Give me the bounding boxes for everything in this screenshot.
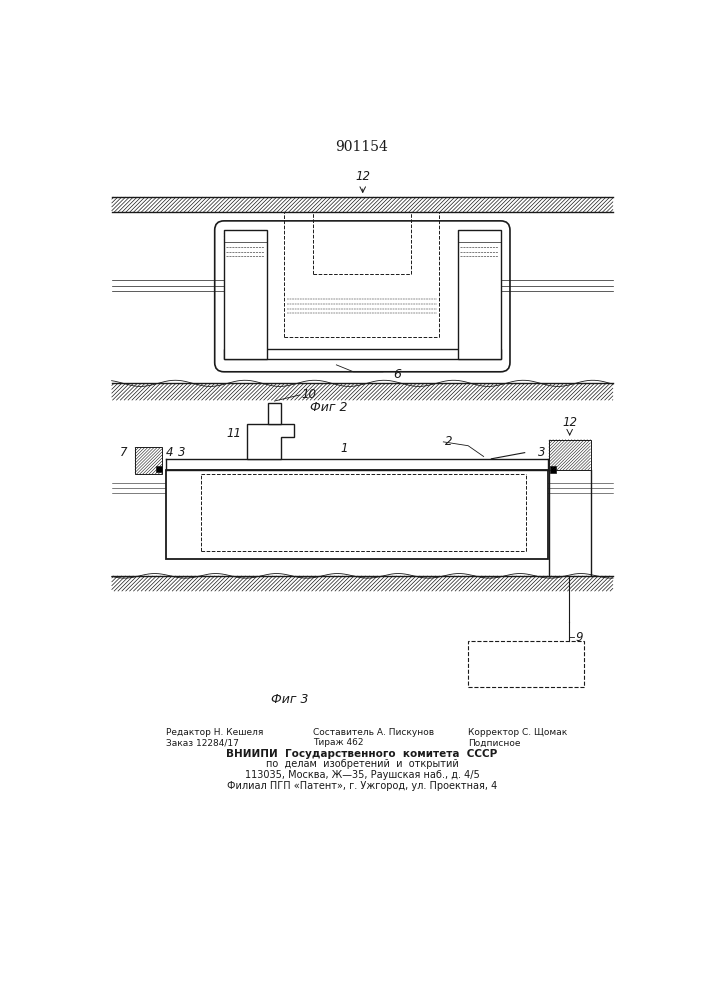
Bar [458, 230, 501, 359]
Bar [549, 440, 590, 470]
Polygon shape [247, 424, 293, 459]
Text: Корректор С. Щомак: Корректор С. Щомак [468, 728, 568, 737]
Text: 3: 3 [177, 446, 185, 459]
Text: Тираж 462: Тираж 462 [313, 738, 363, 747]
Text: Заказ 12284/17: Заказ 12284/17 [166, 738, 239, 747]
Text: 901154: 901154 [336, 140, 388, 154]
Bar [224, 349, 501, 359]
Text: 113035, Москва, Ж—35, Раушская наб., д. 4/5: 113035, Москва, Ж—35, Раушская наб., д. … [245, 770, 479, 780]
Text: Фиг 3: Фиг 3 [271, 693, 309, 706]
Text: 3: 3 [538, 446, 545, 459]
Text: 6: 6 [393, 368, 401, 381]
Text: Составитель А. Пискунов: Составитель А. Пискунов [313, 728, 434, 737]
Text: Фиг 2: Фиг 2 [310, 401, 347, 414]
Bar [468, 641, 585, 687]
Text: 9: 9 [575, 631, 583, 644]
Bar [135, 447, 162, 474]
Text: по  делам  изобретений  и  открытий: по делам изобретений и открытий [266, 759, 458, 769]
Text: 10: 10 [301, 388, 317, 401]
Text: 1: 1 [340, 442, 348, 455]
Text: 12: 12 [355, 170, 370, 183]
Text: 2: 2 [445, 435, 452, 448]
Text: 4: 4 [166, 446, 173, 459]
Text: 11: 11 [226, 427, 241, 440]
Bar [156, 466, 162, 472]
Bar [268, 403, 281, 424]
Text: Редактор Н. Кешеля: Редактор Н. Кешеля [166, 728, 263, 737]
Text: Подписное: Подписное [468, 738, 520, 747]
Bar [550, 466, 556, 473]
Bar [166, 470, 548, 559]
Bar [224, 230, 267, 359]
Text: 12: 12 [562, 416, 577, 429]
Text: ВНИИПИ  Государственного  комитета  СССР: ВНИИПИ Государственного комитета СССР [226, 749, 498, 759]
Text: Филиал ПГП «Патент», г. Ужгород, ул. Проектная, 4: Филиал ПГП «Патент», г. Ужгород, ул. Про… [227, 781, 497, 791]
Text: 7: 7 [119, 446, 127, 459]
